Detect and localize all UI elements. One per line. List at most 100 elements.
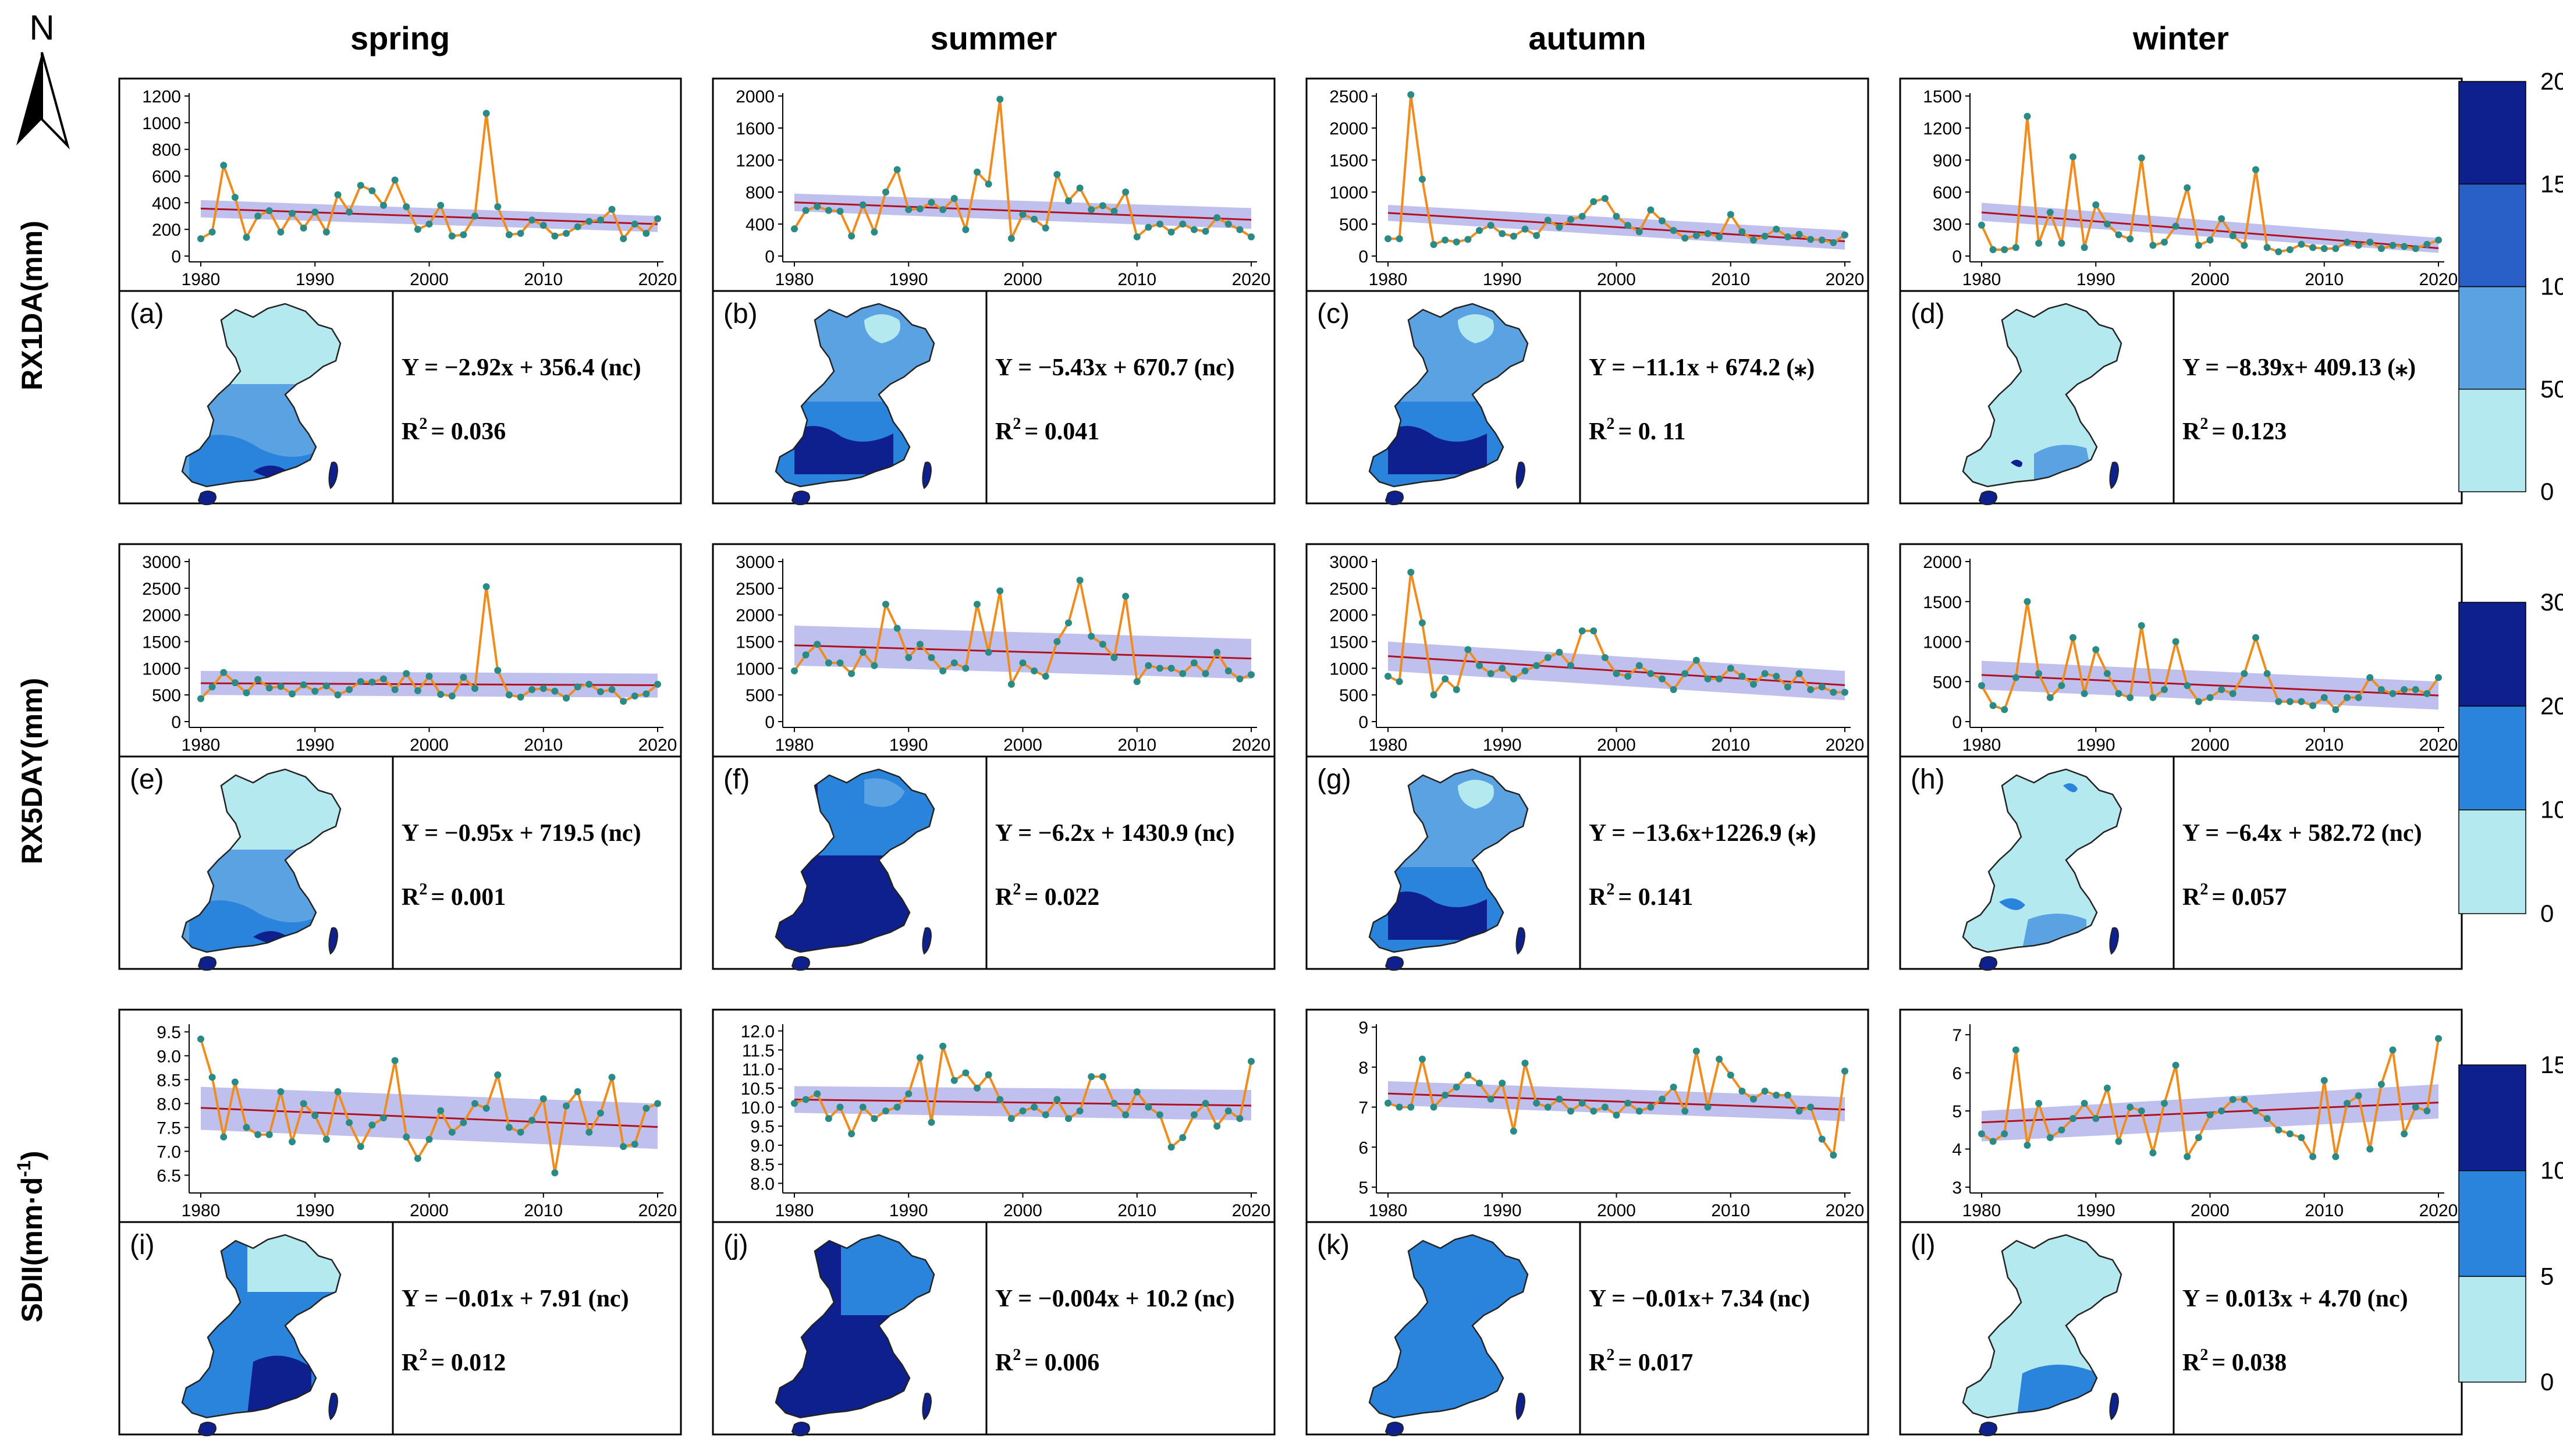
data-point	[289, 690, 296, 698]
y-tick-label: 800	[152, 141, 181, 160]
data-point	[197, 695, 204, 702]
data-point	[277, 1088, 285, 1095]
data-point	[2184, 184, 2191, 191]
regression-equation: Y = −2.92x + 356.4 (nc)	[402, 354, 641, 381]
x-tick-label: 1980	[775, 1201, 814, 1220]
data-point	[357, 182, 364, 189]
data-point	[494, 203, 502, 211]
data-point	[311, 1111, 319, 1119]
y-tick-label: 400	[152, 194, 181, 213]
colorbar-tick-label: 100	[2540, 796, 2563, 823]
panel-b: 0 400 800 1200 1600 2000 1980 1990 2000 2010 2020 (…	[712, 77, 1276, 506]
data-point	[642, 1105, 650, 1112]
panel-j: 8.08.59.09.510.010.511.011.512.0 1980 1990…	[712, 1008, 1276, 1437]
x-tick-label: 1980	[1369, 736, 1408, 755]
data-point	[1773, 1091, 1780, 1099]
equation-formula: Y = −5.43x + 670.7	[995, 354, 1188, 381]
data-point	[2138, 154, 2145, 162]
y-tick-label: 5	[1358, 1178, 1368, 1198]
y-tick-label: 500	[746, 686, 775, 705]
y-tick-label: 1600	[736, 119, 775, 139]
data-point	[631, 221, 638, 228]
data-point	[848, 1130, 855, 1138]
data-point	[346, 686, 353, 693]
panel-e: 0 500 1000 1500 2000 2500 3000 1980 1990 2000 2010…	[118, 543, 682, 971]
x-tick-label: 2020	[638, 736, 677, 755]
data-point	[2046, 208, 2054, 216]
data-point	[1841, 688, 1848, 696]
data-point	[2206, 1111, 2214, 1118]
data-point	[1578, 1099, 1586, 1107]
data-point	[1830, 1152, 1837, 1159]
data-point	[2115, 231, 2122, 239]
data-point	[2024, 598, 2031, 605]
data-point	[1088, 633, 1095, 640]
map-outline	[1368, 1234, 1529, 1419]
equation-significance: (nc)	[601, 820, 641, 847]
data-point	[460, 231, 467, 239]
map-region	[2063, 783, 2078, 793]
data-point	[1224, 221, 1232, 228]
data-point	[893, 166, 901, 173]
data-point	[2195, 698, 2202, 705]
data-point	[322, 1135, 330, 1143]
map-island	[1385, 491, 1404, 506]
data-point	[2320, 694, 2328, 701]
data-point	[1510, 675, 1517, 683]
r-squared-superscript: 2	[2200, 880, 2208, 899]
data-point	[2401, 686, 2408, 693]
y-tick-label: 1200	[736, 151, 775, 171]
x-tick-label: 2010	[1117, 270, 1156, 289]
data-point	[1442, 1091, 1449, 1099]
data-point	[1396, 678, 1403, 686]
data-point	[1099, 641, 1106, 648]
data-point	[2309, 702, 2317, 709]
data-point	[2366, 1145, 2374, 1153]
data-point	[654, 215, 661, 222]
data-point	[300, 1100, 307, 1107]
data-point	[1830, 239, 1837, 246]
data-point	[2081, 1099, 2088, 1107]
colorbar-2: 0 5 10 15	[2458, 1051, 2563, 1395]
data-point	[836, 1103, 844, 1111]
data-point	[1578, 212, 1586, 220]
panel-label: (g)	[1317, 764, 1351, 795]
x-tick-label: 2000	[2191, 270, 2230, 289]
r-squared: R2 = 0.041	[995, 415, 1099, 445]
chart-frame	[1899, 77, 2463, 292]
data-point	[2001, 1130, 2008, 1138]
data-point	[1453, 1084, 1460, 1091]
trend-line	[794, 644, 1252, 660]
data-point	[2423, 1107, 2431, 1115]
data-point	[528, 216, 536, 224]
data-point	[539, 222, 547, 229]
data-point	[1647, 206, 1655, 214]
data-point	[1807, 686, 1815, 693]
x-tick-label: 1990	[2076, 736, 2115, 755]
data-point	[2081, 690, 2088, 697]
chart-frame	[712, 77, 1276, 292]
data-point	[1110, 654, 1118, 661]
data-point	[551, 1169, 559, 1177]
data-point	[1224, 1107, 1232, 1115]
x-tick-label: 2010	[1711, 1201, 1750, 1220]
map-island	[1515, 461, 1526, 489]
data-point	[1464, 236, 1472, 243]
data-point	[620, 235, 627, 243]
map-outline	[1368, 768, 1529, 953]
data-point	[825, 207, 832, 214]
map-outline	[181, 303, 342, 488]
data-point	[585, 218, 593, 225]
trend-line	[1387, 212, 1845, 243]
colorbar-tick-label: 200	[2540, 692, 2563, 719]
data-point	[1042, 1111, 1049, 1118]
data-point	[254, 676, 262, 683]
data-point	[825, 659, 832, 667]
data-point	[1053, 638, 1061, 645]
data-point	[2138, 622, 2145, 629]
data-point	[1533, 662, 1540, 669]
data-point	[289, 1138, 296, 1146]
data-point	[2344, 239, 2351, 246]
data-point	[950, 1077, 958, 1084]
north-arrow-left-half	[16, 52, 42, 145]
